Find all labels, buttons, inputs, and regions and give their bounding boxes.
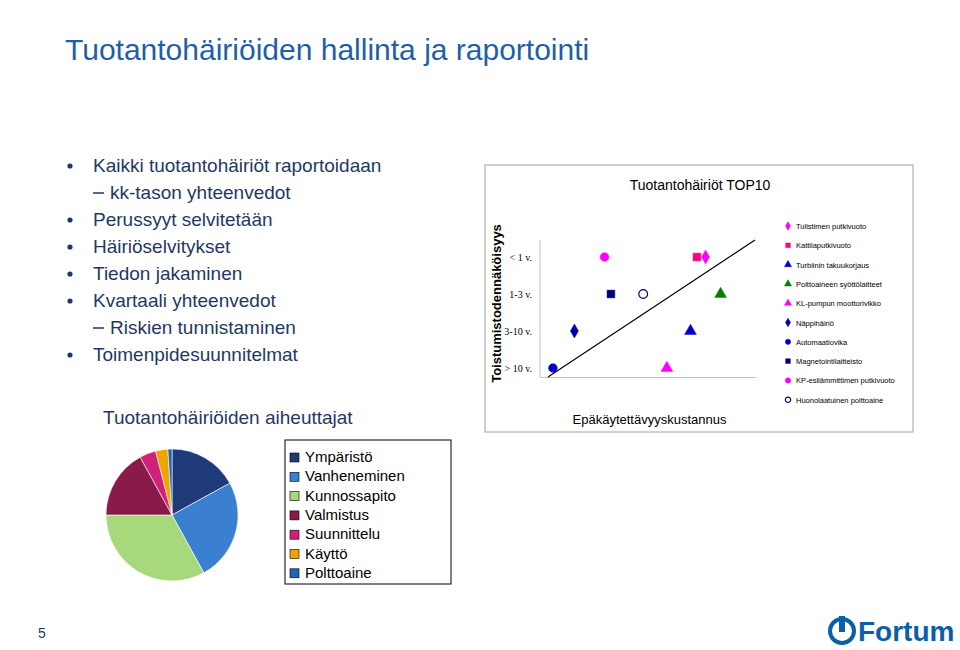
pie-slice xyxy=(156,449,172,515)
legend-label: KP-esilämmittimen putkivuoto xyxy=(796,376,895,385)
bullet-dot xyxy=(67,244,72,249)
bullet-dash xyxy=(93,192,104,194)
points xyxy=(549,250,727,372)
bullet-text: Perussyyt selvitetään xyxy=(93,209,273,230)
bullet-text: Riskien tunnistaminen xyxy=(110,317,296,338)
pie-slices xyxy=(106,449,238,581)
slide: Tuotantohäiriöiden hallinta ja raportoin… xyxy=(0,0,960,650)
tick-label: 1-3 v. xyxy=(509,289,532,300)
legend-marker xyxy=(785,397,790,402)
legend: Ympäristö Vanheneminen Kunnossapito Valmist… xyxy=(285,440,451,584)
point xyxy=(639,290,648,299)
point xyxy=(702,250,710,264)
axis-line xyxy=(541,377,756,378)
risk-diagonal xyxy=(548,240,755,377)
page-number: 5 xyxy=(38,625,46,641)
legend-marker xyxy=(786,359,791,364)
axis-line xyxy=(540,240,541,377)
legend-swatch xyxy=(290,511,299,520)
logo-text: Fortum xyxy=(858,616,954,647)
point xyxy=(685,324,697,334)
bullet-dot xyxy=(67,352,72,357)
bullet-list: Kaikki tuotantohäiriöt raportoidaan kk-ta… xyxy=(67,155,381,365)
chart-frame xyxy=(485,165,913,432)
point xyxy=(715,287,727,297)
point xyxy=(661,361,673,371)
point xyxy=(549,364,558,373)
legend-label: Käyttö xyxy=(305,545,348,562)
point xyxy=(607,290,615,298)
bullet-dot xyxy=(67,271,72,276)
legend: Tulistimen putkivuoto Kattilaputkivuoto Tu… xyxy=(784,222,894,405)
bullet-text: Toimenpidesuunnitelmat xyxy=(93,344,299,365)
bullet-dot xyxy=(67,163,72,168)
legend-marker xyxy=(785,222,790,231)
legend-label: Polttoaine xyxy=(305,564,372,581)
legend-label: Huonolaatuinen polttoaine xyxy=(796,396,883,405)
logo: Fortum xyxy=(830,616,954,647)
tick-label: > 10 v. xyxy=(505,363,533,374)
bullet-dot xyxy=(67,217,72,222)
legend-swatch xyxy=(290,453,299,462)
legend-marker xyxy=(785,318,790,327)
point xyxy=(570,324,578,338)
tick: > 10 v. xyxy=(505,363,541,374)
legend-frame xyxy=(285,440,451,584)
scatter-chart: Tuotantohäiriöt TOP10 < 1 v. 1-3 v. 3-10 v.… xyxy=(485,165,913,432)
logo-icon xyxy=(839,616,845,632)
legend-swatch xyxy=(290,472,299,481)
slide-title: Tuotantohäiriöiden hallinta ja raportoin… xyxy=(65,33,589,66)
legend-marker xyxy=(785,339,790,344)
legend-swatch xyxy=(290,530,299,539)
legend-marker xyxy=(785,378,790,383)
bullet-text: kk-tason yhteenvedot xyxy=(110,182,291,203)
point xyxy=(600,253,609,262)
legend-marker xyxy=(784,280,791,286)
legend-label: Magnetointilaitteisto xyxy=(796,357,862,366)
bullet-text: Häiriöselvitykset xyxy=(93,236,231,257)
legend-swatch xyxy=(290,492,299,501)
y-axis-title: Toistumistodennäköisyys xyxy=(489,224,504,383)
tick: < 1 v. xyxy=(510,252,541,263)
pie-slice xyxy=(168,449,172,515)
legend-label: Polttoaineen syöttölaitteet xyxy=(796,280,883,289)
pie-slice xyxy=(106,515,204,581)
tick-label: 3-10 v. xyxy=(504,326,532,337)
bullet-text: Tiedon jakaminen xyxy=(93,263,242,284)
pie-chart: Tuotantohäiriöiden aiheuttajat Ympäristö V… xyxy=(103,407,451,584)
bullet-text: Kaikki tuotantohäiriöt raportoidaan xyxy=(93,155,381,176)
legend-swatch xyxy=(290,550,299,559)
legend-marker xyxy=(784,299,791,305)
tick: 3-10 v. xyxy=(504,326,540,337)
bullet-dash xyxy=(93,327,104,329)
legend-marker xyxy=(786,243,791,248)
legend-label: Turbiinin takuukorjaus xyxy=(796,261,869,270)
legend-label: Suunnittelu xyxy=(305,525,380,542)
legend-marker xyxy=(784,260,791,266)
legend-label: Tulistimen putkivuoto xyxy=(796,222,866,231)
tick-label: < 1 v. xyxy=(510,252,533,263)
chart-title: Tuotantohäiriöt TOP10 xyxy=(630,177,771,193)
legend-swatch xyxy=(290,569,299,578)
chart-title: Tuotantohäiriöiden aiheuttajat xyxy=(103,407,353,428)
legend-label: Automaatiovika xyxy=(796,338,848,347)
bullet-dot xyxy=(67,298,72,303)
legend-label: Valmistus xyxy=(305,506,369,523)
legend-label: Näppihäiriö xyxy=(796,319,834,328)
bullet-text: Kvartaali yhteenvedot xyxy=(93,290,276,311)
legend-label: Kattilaputkivuoto xyxy=(796,241,851,250)
legend-label: KL-pumpun moottorivikko xyxy=(796,299,881,308)
legend-label: Kunnossapito xyxy=(305,487,396,504)
point xyxy=(693,253,701,261)
x-axis xyxy=(541,377,756,378)
legend-label: Vanheneminen xyxy=(305,467,405,484)
legend-label: Ympäristö xyxy=(305,448,373,465)
tick: 1-3 v. xyxy=(509,289,540,300)
y-axis: < 1 v. 1-3 v. 3-10 v. > 10 v. xyxy=(504,240,540,377)
x-axis-title: Epäkäytettävyyskustannus xyxy=(573,412,727,427)
